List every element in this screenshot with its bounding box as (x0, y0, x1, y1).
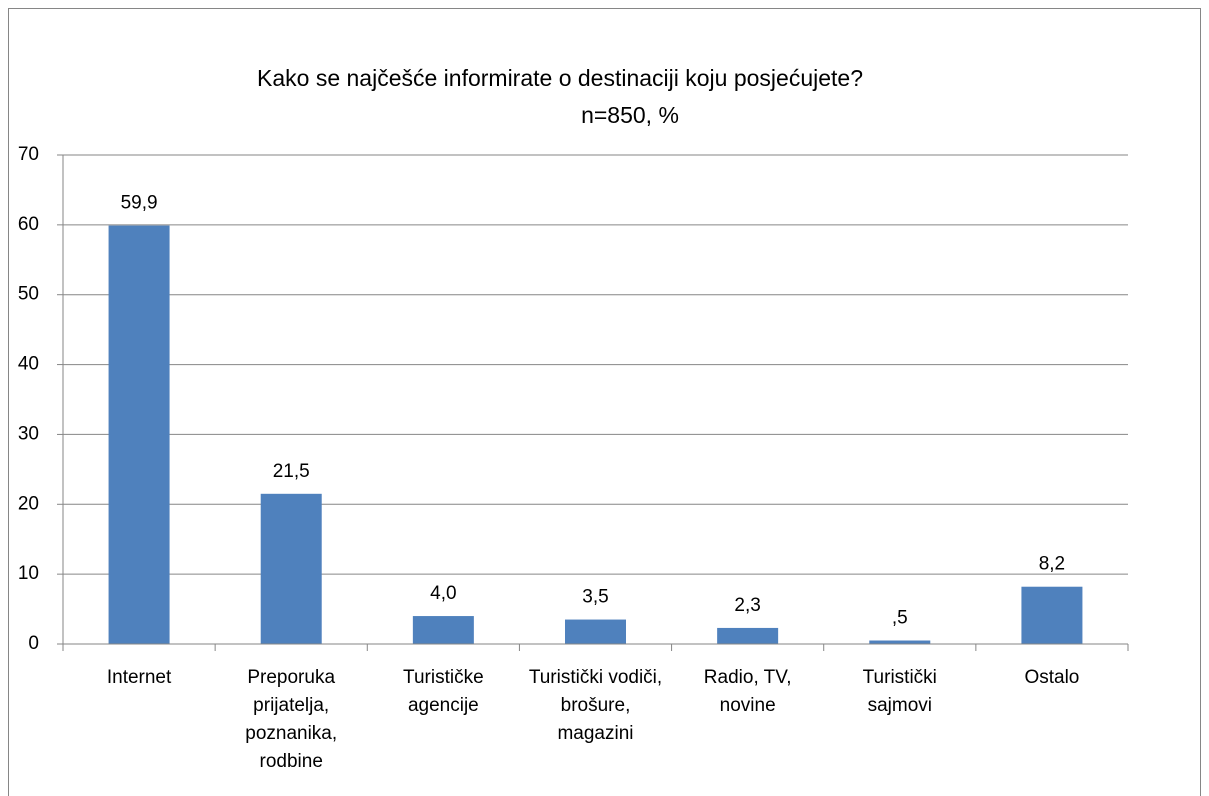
bar (412, 616, 474, 644)
bar (1021, 586, 1083, 644)
y-tick-label: 70 (18, 144, 39, 165)
value-label: ,5 (892, 608, 908, 629)
x-tick-label: Internet (106, 667, 172, 688)
bar (717, 627, 779, 644)
value-label: 59,9 (121, 193, 158, 214)
x-tick-label: Turističke agencije (403, 667, 484, 716)
y-tick-label: 10 (18, 563, 39, 584)
x-tick-label: Preporuka prijatelja, poznanika, rodbine (245, 667, 338, 772)
bar (565, 619, 626, 644)
value-label: 8,2 (1039, 554, 1065, 575)
chart-title: Kako se najčešće informirate o destinaci… (257, 65, 863, 91)
y-tick-label: 50 (18, 284, 39, 305)
x-tick-label: Ostalo (1024, 667, 1080, 688)
y-tick-label: 40 (18, 354, 39, 375)
value-label: 4,0 (430, 583, 456, 604)
value-label: 2,3 (734, 595, 760, 616)
x-tick-label: Turistički sajmovi (862, 667, 937, 716)
value-label: 21,5 (273, 461, 310, 482)
y-tick-label: 30 (18, 423, 39, 444)
value-label: 3,5 (582, 587, 608, 608)
bar (869, 640, 931, 644)
y-tick-label: 0 (28, 633, 39, 654)
bar (260, 493, 322, 644)
x-tick-label: Radio, TV, novine (703, 667, 792, 716)
chart-subtitle: n=850, % (581, 102, 679, 128)
y-tick-label: 20 (18, 493, 39, 514)
y-tick-label: 60 (18, 214, 39, 235)
bar (108, 225, 170, 644)
x-tick-label: Turistički vodiči, brošure, magazini (528, 667, 663, 744)
chart-border (8, 8, 1201, 796)
